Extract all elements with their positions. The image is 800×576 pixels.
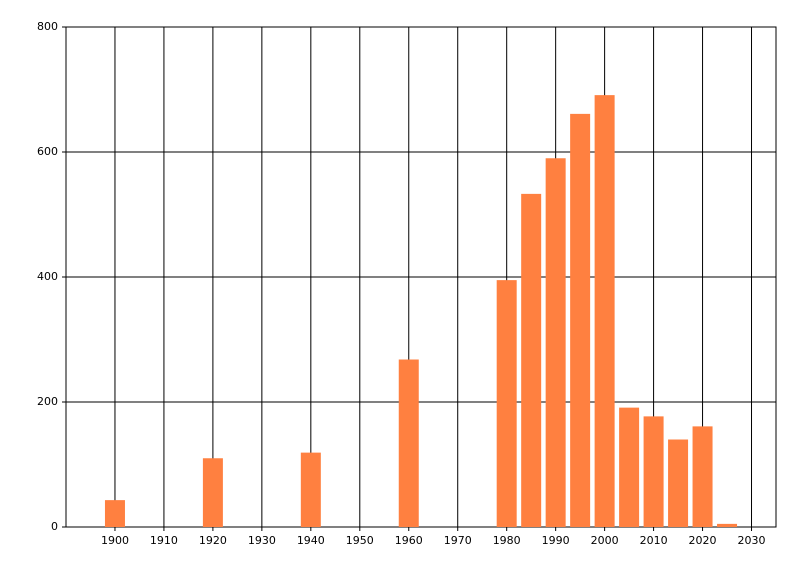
y-tick-label: 0 bbox=[51, 520, 58, 533]
x-tick-label: 1970 bbox=[444, 534, 472, 547]
bar bbox=[570, 113, 591, 527]
y-tick-label: 800 bbox=[37, 20, 58, 33]
y-tick-label: 200 bbox=[37, 395, 58, 408]
bar bbox=[398, 359, 419, 527]
x-tick-label: 2010 bbox=[640, 534, 668, 547]
bar bbox=[594, 95, 615, 527]
bar bbox=[545, 158, 566, 527]
x-tick-label: 1910 bbox=[150, 534, 178, 547]
bar bbox=[619, 407, 640, 527]
bar bbox=[496, 280, 517, 527]
bar bbox=[643, 416, 664, 527]
x-tick-label: 1980 bbox=[493, 534, 521, 547]
bar bbox=[104, 500, 125, 527]
x-tick-label: 1940 bbox=[297, 534, 325, 547]
bar bbox=[202, 458, 223, 527]
x-tick-label: 2020 bbox=[689, 534, 717, 547]
bar bbox=[300, 452, 321, 527]
bar bbox=[692, 426, 713, 527]
x-tick-label: 1930 bbox=[248, 534, 276, 547]
bar bbox=[521, 193, 542, 527]
x-tick-label: 1920 bbox=[199, 534, 227, 547]
bar bbox=[668, 439, 689, 527]
x-tick-label: 2000 bbox=[591, 534, 619, 547]
x-tick-label: 1900 bbox=[101, 534, 129, 547]
x-tick-label: 1950 bbox=[346, 534, 374, 547]
y-tick-label: 600 bbox=[37, 145, 58, 158]
x-tick-label: 1990 bbox=[542, 534, 570, 547]
y-tick-label: 400 bbox=[37, 270, 58, 283]
bar bbox=[717, 523, 738, 527]
x-tick-label: 1960 bbox=[395, 534, 423, 547]
x-tick-label: 2030 bbox=[738, 534, 766, 547]
